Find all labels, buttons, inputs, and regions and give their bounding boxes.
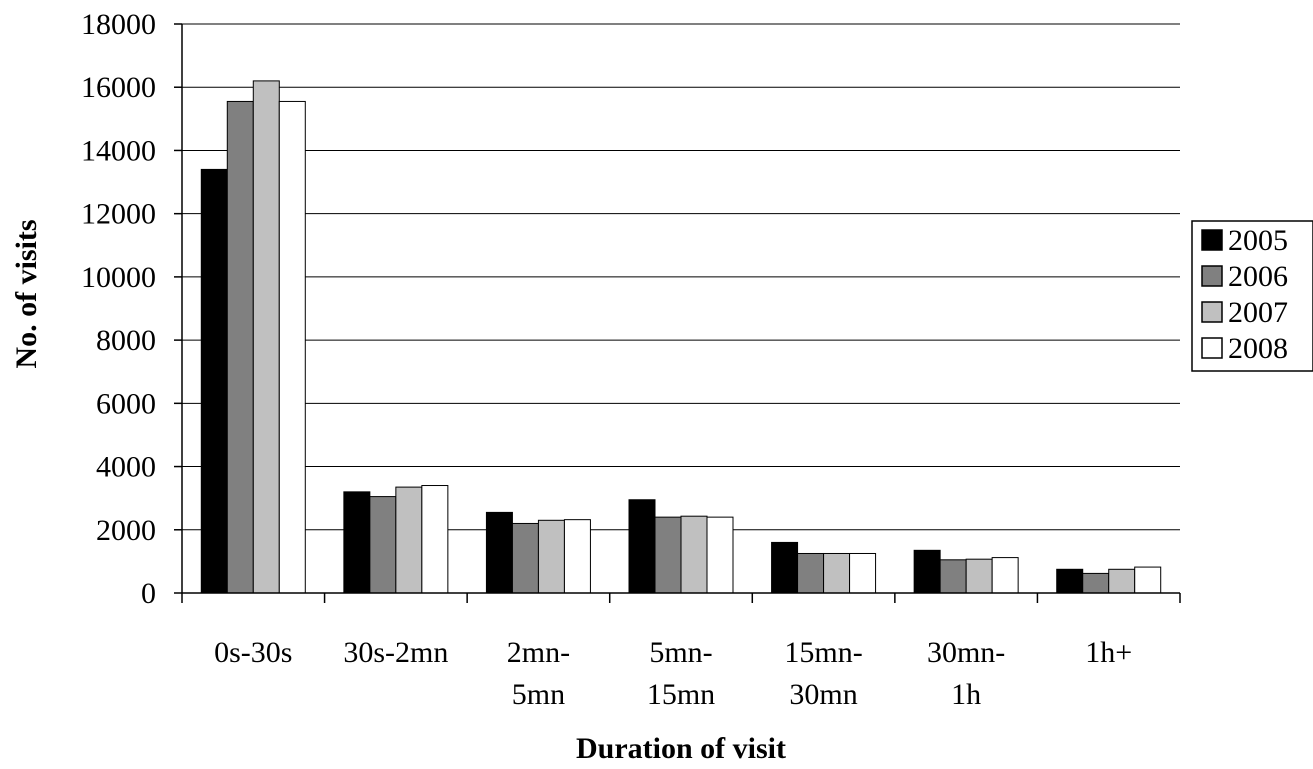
bar-2007-5 [965,558,993,594]
x-tick-label: 30mn- [927,636,1005,669]
bar-2006-4 [797,552,825,594]
legend-label-2005: 2005 [1228,224,1288,257]
x-tick-label: 30s-2mn [343,636,448,669]
legend-swatch-2008 [1201,337,1223,359]
x-tick-label: 5mn [512,678,565,711]
bar-2005-0 [200,168,228,594]
legend-swatch-2005 [1201,229,1223,251]
y-tick-label: 0 [141,577,156,610]
bar-2007-3 [680,515,708,594]
bar-2007-4 [823,552,851,594]
x-tick-label: 1h [951,678,981,711]
bar-2007-2 [537,519,565,594]
bar-2006-1 [369,496,397,594]
y-tick-label: 4000 [96,451,156,484]
y-tick-label: 2000 [96,514,156,547]
x-tick-label: 1h+ [1085,636,1132,669]
bar-2006-0 [226,100,254,594]
legend-swatch-2007 [1201,301,1223,323]
bar-2005-4 [771,541,799,594]
bar-2006-2 [511,522,539,594]
y-tick-label: 14000 [81,134,156,167]
x-tick-label: 30mn [789,678,857,711]
bar-2008-2 [563,519,591,594]
legend-swatch-2006 [1201,265,1223,287]
bar-2005-2 [485,511,513,594]
bar-2006-3 [654,516,682,594]
y-tick-label: 8000 [96,324,156,357]
bar-2008-0 [278,100,306,594]
bar-2008-5 [991,557,1019,594]
x-tick-label: 15mn [647,678,715,711]
bar-2005-1 [343,491,371,594]
legend-label-2008: 2008 [1228,332,1288,365]
gridlines [182,23,1180,531]
bar-2006-6 [1082,572,1110,594]
axes [174,23,1181,603]
y-axis-title: No. of visits [10,219,43,368]
bars [200,80,1162,594]
bar-2007-0 [252,80,280,594]
bar-2005-5 [913,549,941,594]
bar-2007-1 [395,486,423,594]
bar-2008-6 [1134,566,1162,594]
bar-2008-1 [421,485,449,594]
y-tick-label: 10000 [81,261,156,294]
y-tick-labels: 0 2000 4000 6000 8000 10000 12000 14000 16000 180… [81,8,156,610]
x-tick-label: 5mn- [649,636,712,669]
bar-2007-6 [1108,568,1136,594]
bar-2008-4 [849,552,877,594]
y-tick-label: 6000 [96,387,156,420]
y-tick-label: 12000 [81,198,156,231]
bar-2006-5 [939,559,967,594]
y-tick-label: 16000 [81,71,156,104]
legend-label-2006: 2006 [1228,260,1288,293]
legend-label-2007: 2007 [1228,296,1288,329]
y-tick-label: 18000 [81,8,156,41]
bar-2005-6 [1056,568,1084,594]
x-tick-labels: 0s-30s 30s-2mn 2mn- 5mn 5mn- 15mn 15mn- 30mn 30m… [214,636,1132,711]
x-tick-label: 2mn- [507,636,570,669]
bar-2005-3 [628,499,656,594]
x-axis-title: Duration of visit [576,732,786,765]
x-tick-label: 15mn- [784,636,862,669]
x-tick-label: 0s-30s [214,636,292,669]
bar-2008-3 [706,516,734,594]
